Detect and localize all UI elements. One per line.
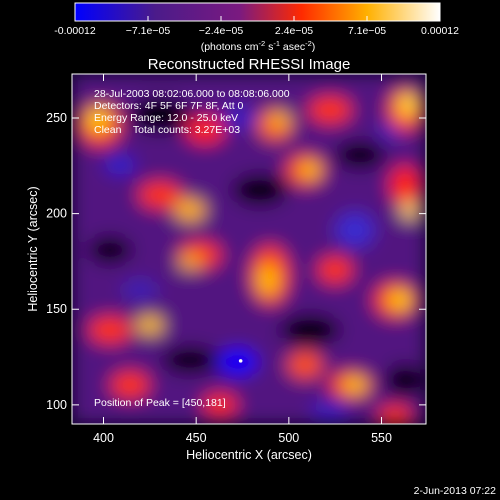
colorbar-tick-label: −2.4e−05 xyxy=(199,25,244,37)
heatmap-image xyxy=(72,74,426,424)
x-axis-tick-labels: 400 450 500 550 xyxy=(93,431,392,445)
colorbar-tick-label: 7.1e−05 xyxy=(348,25,386,37)
chart-title: Reconstructed RHESSI Image xyxy=(148,56,351,73)
x-tick-label: 550 xyxy=(371,431,392,445)
x-tick-label: 400 xyxy=(93,431,114,445)
y-axis-ticks xyxy=(72,117,426,406)
y-tick-label: 100 xyxy=(46,398,67,412)
y-tick-label: 150 xyxy=(46,302,67,316)
colorbar-tick-label: 2.4e−05 xyxy=(275,25,313,37)
info-line-detectors: Detectors: 4F 5F 6F 7F 8F, Att 0 xyxy=(94,100,244,112)
colorbar-tick-label: 0.00012 xyxy=(421,25,459,37)
x-axis-label: Heliocentric X (arcsec) xyxy=(186,448,312,462)
plot-frame xyxy=(71,73,427,425)
footer-date: 2-Jun-2013 07:22 xyxy=(414,485,496,497)
colorbar xyxy=(74,2,441,22)
x-tick-label: 500 xyxy=(278,431,299,445)
x-axis-ticks xyxy=(103,74,383,424)
y-axis-tick-labels: 100 150 200 250 xyxy=(46,111,67,412)
peak-position-label: Position of Peak = [450,181] xyxy=(94,397,226,409)
colorbar-tick-label: -0.00012 xyxy=(54,25,96,37)
info-line-time-range: 28-Jul-2003 08:02:06.000 to 08:08:06.000 xyxy=(94,88,290,100)
peak-marker xyxy=(238,359,243,363)
y-tick-label: 200 xyxy=(46,207,67,221)
colorbar-tick-labels: -0.00012 −7.1e−05 −2.4e−05 2.4e−05 7.1e−05 0.… xyxy=(54,25,459,37)
info-line-energy-range: Energy Range: 12.0 - 25.0 keV xyxy=(94,112,239,124)
y-tick-label: 250 xyxy=(46,111,67,125)
colorbar-ticks xyxy=(74,16,441,21)
y-axis-label: Heliocentric Y (arcsec) xyxy=(26,186,40,311)
colorbar-tick-label: −7.1e−05 xyxy=(126,25,171,37)
colorbar-unit-label: (photons cm-2 s-1 asec-2) xyxy=(201,39,316,53)
info-line-clean-counts: Clean Total counts: 3.27E+03 xyxy=(94,124,241,136)
x-tick-label: 450 xyxy=(186,431,207,445)
